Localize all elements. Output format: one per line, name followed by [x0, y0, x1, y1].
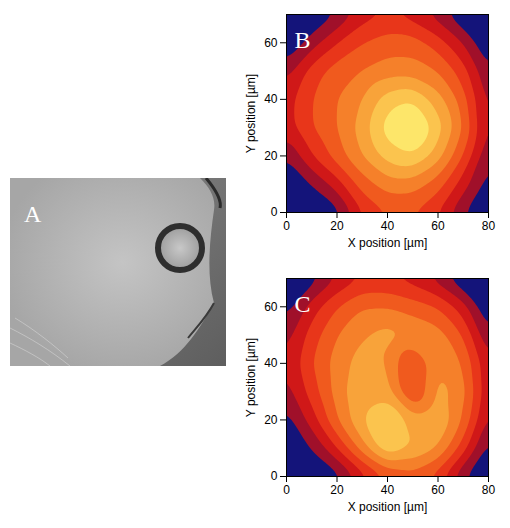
svg-text:B: B [295, 27, 311, 53]
svg-text:0: 0 [283, 483, 290, 497]
svg-text:40: 40 [381, 219, 395, 233]
svg-text:80: 80 [482, 483, 496, 497]
svg-text:20: 20 [330, 483, 344, 497]
svg-text:60: 60 [431, 219, 445, 233]
svg-text:20: 20 [264, 413, 278, 427]
svg-text:0: 0 [271, 469, 278, 483]
svg-text:60: 60 [264, 36, 278, 50]
svg-text:60: 60 [431, 483, 445, 497]
svg-text:X position [µm]: X position [µm] [348, 500, 428, 514]
svg-text:X position [µm]: X position [µm] [348, 236, 428, 250]
svg-text:A: A [24, 201, 42, 227]
svg-text:Y position [µm]: Y position [µm] [244, 338, 258, 417]
svg-text:20: 20 [330, 219, 344, 233]
svg-text:40: 40 [264, 356, 278, 370]
svg-text:60: 60 [264, 300, 278, 314]
svg-text:Y position [µm]: Y position [µm] [244, 74, 258, 153]
svg-text:20: 20 [264, 149, 278, 163]
svg-text:0: 0 [283, 219, 290, 233]
svg-text:0: 0 [271, 205, 278, 219]
svg-text:40: 40 [264, 92, 278, 106]
svg-text:80: 80 [482, 219, 496, 233]
svg-text:C: C [295, 291, 311, 317]
svg-text:40: 40 [381, 483, 395, 497]
